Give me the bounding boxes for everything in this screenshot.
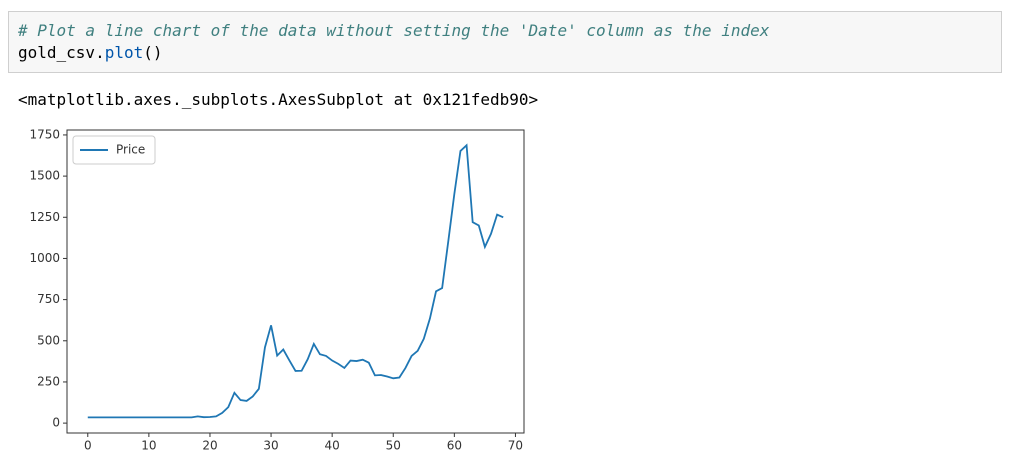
code-line: gold_csv.plot(): [18, 43, 163, 62]
y-tick-label: 500: [37, 333, 60, 347]
x-tick-label: 20: [202, 439, 217, 453]
x-tick-label: 60: [447, 439, 462, 453]
x-tick-label: 70: [508, 439, 523, 453]
code-token: (): [143, 43, 163, 62]
legend-box: [72, 135, 156, 165]
code-cell[interactable]: # Plot a line chart of the data without …: [8, 11, 1002, 73]
x-tick-label: 10: [141, 439, 156, 453]
code-line: # Plot a line chart of the data without …: [18, 21, 769, 40]
legend-label: Price: [116, 143, 145, 157]
axes-frame: [66, 129, 525, 434]
y-tick-label: 1000: [29, 251, 60, 265]
y-tick-label: 1750: [29, 127, 60, 141]
x-tick-label: 0: [84, 439, 92, 453]
y-tick-label: 250: [37, 374, 60, 388]
line: [87, 143, 504, 419]
comment: # Plot a line chart of the data without …: [18, 21, 770, 40]
y-tick-label: 0: [52, 416, 60, 430]
x-tick-label: 30: [263, 439, 278, 453]
code-token: gold_csv.: [18, 43, 105, 62]
y-tick-label: 1500: [29, 169, 60, 183]
y-tick-label: 750: [37, 292, 60, 306]
x-tick-label: 40: [325, 439, 340, 453]
output-text: <matplotlib.axes._subplots.AxesSubplot a…: [18, 90, 539, 109]
y-tick-label: 1250: [29, 210, 60, 224]
code-token: plot: [104, 43, 144, 62]
x-tick-label: 50: [386, 439, 401, 453]
